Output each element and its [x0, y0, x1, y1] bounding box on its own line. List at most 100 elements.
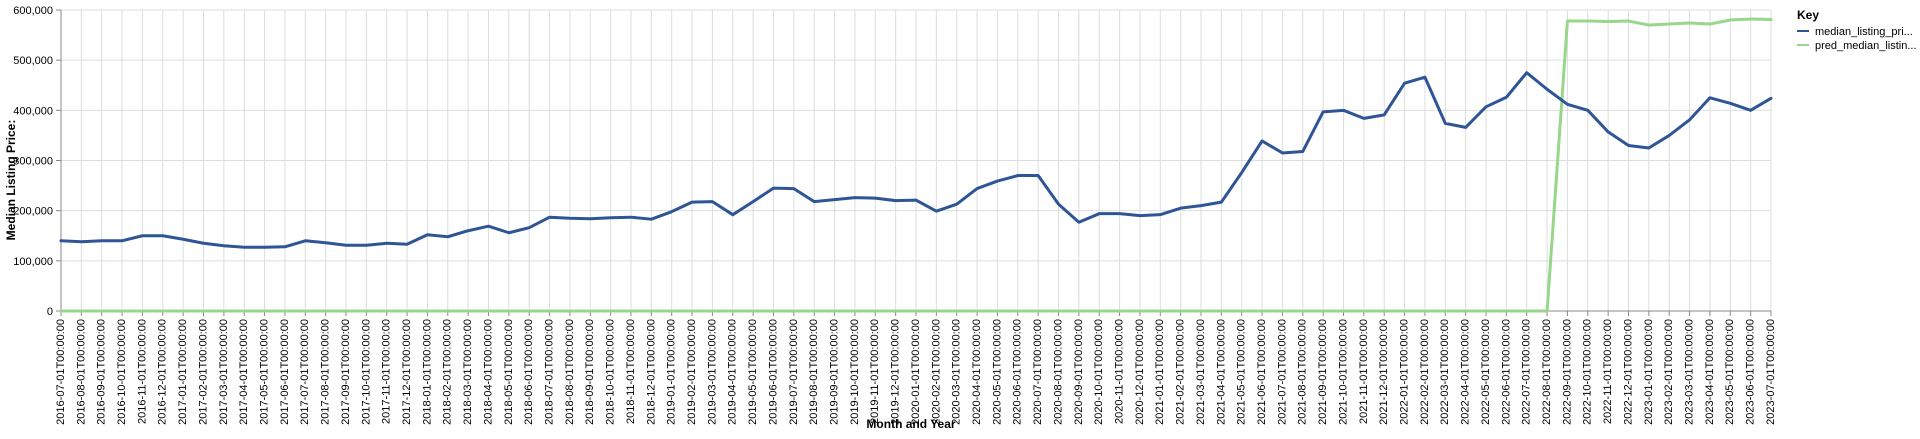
- x-tick-label: 2021-02-01T00:00:00: [1175, 319, 1187, 425]
- x-tick-label: 2021-03-01T00:00:00: [1195, 319, 1207, 425]
- x-tick-label: 2021-01-01T00:00:00: [1154, 319, 1166, 425]
- x-tick-label: 2017-02-01T00:00:00: [197, 319, 209, 425]
- x-tick-label: 2021-04-01T00:00:00: [1215, 319, 1227, 425]
- x-tick-label: 2023-01-01T00:00:00: [1643, 319, 1655, 425]
- x-tick-label: 2019-01-01T00:00:00: [666, 319, 678, 425]
- x-tick-label: 2020-02-01T00:00:00: [930, 319, 942, 425]
- x-tick-label: 2016-09-01T00:00:00: [96, 319, 108, 425]
- x-tick-label: 2016-07-01T00:00:00: [55, 319, 67, 425]
- x-tick-label: 2018-03-01T00:00:00: [462, 319, 474, 425]
- legend-label-pred: pred_median_listin...: [1815, 40, 1917, 52]
- x-tick-label: 2016-08-01T00:00:00: [75, 319, 87, 425]
- grid: [60, 9, 1772, 312]
- x-tick-label: 2023-03-01T00:00:00: [1683, 319, 1695, 425]
- x-tick-label: 2023-04-01T00:00:00: [1704, 319, 1716, 425]
- x-tick-label: 2018-01-01T00:00:00: [421, 319, 433, 425]
- axes: 0 100,000 200,000 300,000 400,000 500,000 600,…: [13, 5, 1777, 425]
- x-tick-label: 2021-09-01T00:00:00: [1317, 319, 1329, 425]
- x-tick-label: 2017-10-01T00:00:00: [360, 319, 372, 425]
- x-tick-label: 2019-04-01T00:00:00: [727, 319, 739, 425]
- x-tick-label: 2017-07-01T00:00:00: [299, 319, 311, 425]
- x-tick-label: 2017-08-01T00:00:00: [320, 319, 332, 425]
- x-tick-label: 2018-12-01T00:00:00: [645, 319, 657, 425]
- x-tick-label: 2020-06-01T00:00:00: [1012, 319, 1024, 425]
- x-tick-label: 2019-09-01T00:00:00: [828, 319, 840, 425]
- x-tick-label: 2022-12-01T00:00:00: [1622, 319, 1634, 425]
- x-tick-label: 2021-11-01T00:00:00: [1358, 319, 1370, 424]
- x-tick-label: 2017-04-01T00:00:00: [238, 319, 250, 425]
- x-tick-label: 2021-08-01T00:00:00: [1297, 319, 1309, 425]
- x-tick-label: 2021-07-01T00:00:00: [1276, 319, 1288, 425]
- x-tick-label: 2023-05-01T00:00:00: [1724, 319, 1736, 425]
- x-tick-label: 2019-08-01T00:00:00: [808, 319, 820, 425]
- x-tick-label: 2022-11-01T00:00:00: [1602, 319, 1614, 424]
- legend-label-median: median_listing_pri...: [1815, 26, 1913, 38]
- x-tick-label: 2017-06-01T00:00:00: [279, 319, 291, 425]
- x-tick-label: 2017-03-01T00:00:00: [218, 319, 230, 425]
- x-tick-label: 2016-12-01T00:00:00: [157, 319, 169, 425]
- x-tick-label: 2020-03-01T00:00:00: [951, 319, 963, 425]
- x-tick-label: 2020-05-01T00:00:00: [991, 319, 1003, 425]
- x-tick-label: 2021-12-01T00:00:00: [1378, 319, 1390, 425]
- x-tick-label: 2022-08-01T00:00:00: [1541, 319, 1553, 425]
- x-tick-label: 2017-09-01T00:00:00: [340, 319, 352, 425]
- x-tick-label: 2018-05-01T00:00:00: [503, 319, 515, 425]
- x-tick-label: 2018-08-01T00:00:00: [564, 319, 576, 425]
- x-tick-label: 2022-05-01T00:00:00: [1480, 319, 1492, 425]
- y-tick-label: 300,000: [13, 156, 53, 168]
- x-tick-label: 2018-09-01T00:00:00: [584, 319, 596, 425]
- x-tick-label: 2018-04-01T00:00:00: [482, 319, 494, 425]
- x-tick-label: 2022-01-01T00:00:00: [1398, 319, 1410, 425]
- series-line-pred-median-listing-price: [59, 17, 1773, 313]
- x-tick-label: 2019-03-01T00:00:00: [706, 319, 718, 425]
- y-tick-label: 100,000: [13, 256, 53, 268]
- y-tick-label: 400,000: [13, 105, 53, 117]
- y-tick-label: 500,000: [13, 55, 53, 67]
- x-tick-label: 2022-03-01T00:00:00: [1439, 319, 1451, 425]
- x-tick-label: 2016-10-01T00:00:00: [116, 319, 128, 425]
- x-tick-label: 2021-10-01T00:00:00: [1337, 319, 1349, 425]
- legend-title: Key: [1797, 8, 1819, 22]
- x-tick-label: 2017-05-01T00:00:00: [258, 319, 270, 425]
- x-tick-label: 2018-07-01T00:00:00: [543, 319, 555, 425]
- x-tick-label: 2020-04-01T00:00:00: [971, 319, 983, 425]
- legend: Key median_listing_pri... pred_median_li…: [1797, 8, 1917, 52]
- x-tick-label: 2019-05-01T00:00:00: [747, 319, 759, 425]
- x-tick-label: 2019-10-01T00:00:00: [849, 319, 861, 425]
- x-tick-label: 2020-09-01T00:00:00: [1073, 319, 1085, 425]
- x-tick-label: 2019-02-01T00:00:00: [686, 319, 698, 425]
- x-tick-label: 2018-02-01T00:00:00: [442, 319, 454, 425]
- y-tick-label: 0: [47, 306, 53, 318]
- x-tick-label: 2020-10-01T00:00:00: [1093, 319, 1105, 425]
- x-tick-label: 2022-07-01T00:00:00: [1521, 319, 1533, 425]
- x-tick-label: 2020-11-01T00:00:00: [1113, 319, 1125, 424]
- x-tick-label: 2017-12-01T00:00:00: [401, 319, 413, 425]
- x-tick-label: 2017-01-01T00:00:00: [177, 319, 189, 425]
- x-tick-label: 2021-06-01T00:00:00: [1256, 319, 1268, 425]
- x-tick-label: 2018-11-01T00:00:00: [625, 319, 637, 424]
- x-tick-label: 2020-08-01T00:00:00: [1052, 319, 1064, 425]
- x-tick-label: 2018-10-01T00:00:00: [605, 319, 617, 425]
- y-tick-label: 200,000: [13, 206, 53, 218]
- series-lines: [59, 17, 1773, 313]
- y-tick-label: 600,000: [13, 5, 53, 17]
- x-tick-label: 2022-04-01T00:00:00: [1460, 319, 1472, 425]
- x-tick-label: 2019-06-01T00:00:00: [767, 319, 779, 425]
- x-tick-label: 2021-05-01T00:00:00: [1236, 319, 1248, 425]
- x-tick-label: 2022-09-01T00:00:00: [1561, 319, 1573, 425]
- x-tick-label: 2017-11-01T00:00:00: [381, 319, 393, 424]
- x-tick-label: 2020-07-01T00:00:00: [1032, 319, 1044, 425]
- x-tick-label: 2018-06-01T00:00:00: [523, 319, 535, 425]
- y-axis-title: Median Listing Price:: [4, 120, 18, 241]
- x-tick-label: 2023-06-01T00:00:00: [1745, 319, 1757, 425]
- x-tick-label: 2019-07-01T00:00:00: [788, 319, 800, 425]
- x-tick-label: 2023-07-01T00:00:00: [1765, 319, 1777, 425]
- x-tick-label: 2022-02-01T00:00:00: [1419, 319, 1431, 425]
- x-tick-label: 2020-12-01T00:00:00: [1134, 319, 1146, 425]
- x-tick-label: 2023-02-01T00:00:00: [1663, 319, 1675, 425]
- x-tick-label: 2019-12-01T00:00:00: [890, 319, 902, 425]
- x-tick-label: 2020-01-01T00:00:00: [910, 319, 922, 425]
- x-axis-title: Month and Year: [866, 417, 955, 431]
